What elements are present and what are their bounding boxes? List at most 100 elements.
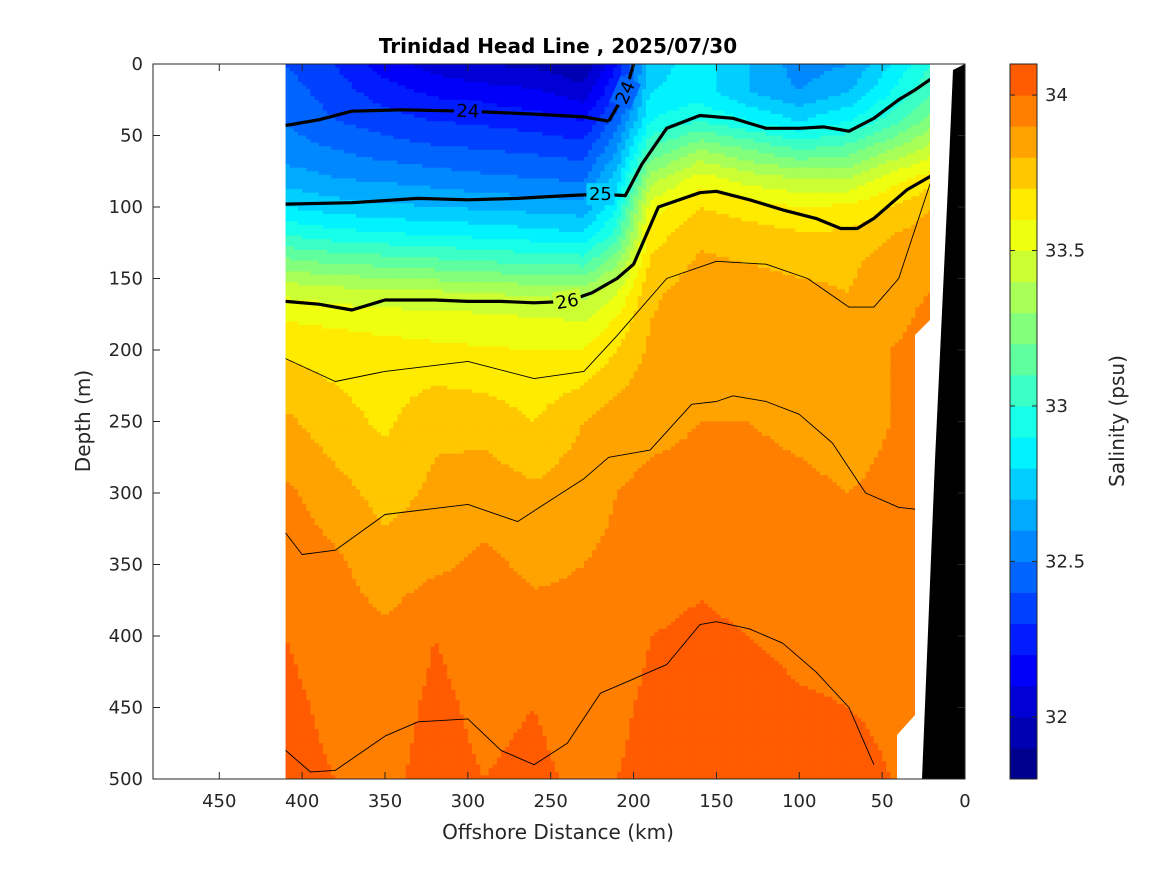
salinity-cell	[327, 82, 332, 86]
salinity-cell	[373, 68, 378, 72]
salinity-cell	[422, 85, 427, 89]
salinity-cell	[617, 150, 622, 154]
salinity-cell	[472, 164, 477, 168]
salinity-cell	[899, 64, 904, 68]
salinity-cell	[725, 82, 730, 86]
salinity-cell	[849, 150, 854, 154]
salinity-cell	[787, 175, 792, 179]
salinity-cell	[787, 136, 792, 140]
salinity-cell	[774, 136, 779, 140]
salinity-cell	[435, 125, 440, 129]
salinity-cell	[476, 168, 481, 172]
salinity-cell	[410, 136, 415, 140]
salinity-cell	[853, 132, 858, 136]
salinity-cell	[513, 107, 518, 111]
salinity-cell	[493, 125, 498, 129]
salinity-cell	[704, 103, 709, 107]
salinity-cell	[878, 132, 883, 136]
salinity-cell	[402, 157, 407, 161]
salinity-cell	[298, 136, 303, 140]
salinity-cell	[808, 143, 813, 147]
salinity-cell	[874, 139, 879, 143]
salinity-cell	[439, 103, 444, 107]
salinity-cell	[493, 93, 498, 97]
salinity-cell	[418, 164, 423, 168]
salinity-cell	[803, 114, 808, 118]
salinity-cell	[443, 100, 448, 104]
salinity-cell	[634, 146, 639, 150]
salinity-cell	[741, 110, 746, 114]
salinity-cell	[861, 82, 866, 86]
salinity-cell	[352, 139, 357, 143]
salinity-cell	[580, 78, 585, 82]
salinity-cell	[580, 161, 585, 165]
salinity-cell	[803, 82, 808, 86]
salinity-cell	[489, 146, 494, 150]
salinity-cell	[638, 114, 643, 118]
salinity-cell	[634, 107, 639, 111]
salinity-cell	[712, 100, 717, 104]
salinity-cell	[439, 89, 444, 93]
salinity-cell	[725, 64, 730, 68]
salinity-cell	[675, 157, 680, 161]
salinity-cell	[310, 157, 315, 161]
salinity-cell	[919, 164, 924, 168]
salinity-cell	[513, 139, 518, 143]
salinity-cell	[460, 139, 465, 143]
salinity-cell	[464, 139, 469, 143]
salinity-cell	[418, 93, 423, 97]
salinity-cell	[489, 121, 494, 125]
salinity-cell	[559, 125, 564, 129]
salinity-cell	[323, 68, 328, 72]
salinity-cell	[460, 146, 465, 150]
salinity-cell	[360, 136, 365, 140]
salinity-cell	[903, 171, 908, 175]
salinity-cell	[650, 157, 655, 161]
salinity-cell	[712, 164, 717, 168]
salinity-cell	[911, 164, 916, 168]
salinity-cell	[489, 78, 494, 82]
salinity-cell	[377, 164, 382, 168]
salinity-cell	[700, 82, 705, 86]
salinity-cell	[903, 110, 908, 114]
salinity-cell	[779, 171, 784, 175]
salinity-cell	[526, 82, 531, 86]
salinity-cell	[874, 168, 879, 172]
salinity-cell	[712, 171, 717, 175]
salinity-cell	[762, 136, 767, 140]
salinity-cell	[820, 132, 825, 136]
salinity-cell	[377, 85, 382, 89]
salinity-cell	[853, 103, 858, 107]
salinity-cell	[663, 96, 668, 100]
salinity-cell	[406, 71, 411, 75]
salinity-cell	[397, 157, 402, 161]
salinity-cell	[621, 150, 626, 154]
salinity-cell	[654, 175, 659, 179]
salinity-cell	[567, 132, 572, 136]
salinity-cell	[787, 150, 792, 154]
salinity-cell	[555, 82, 560, 86]
salinity-cell	[472, 71, 477, 75]
salinity-cell	[315, 128, 320, 132]
salinity-cell	[667, 157, 672, 161]
salinity-cell	[704, 100, 709, 104]
salinity-cell	[484, 175, 489, 179]
salinity-cell	[468, 171, 473, 175]
salinity-cell	[418, 121, 423, 125]
salinity-cell	[870, 68, 875, 72]
salinity-cell	[870, 175, 875, 179]
salinity-cell	[708, 161, 713, 165]
salinity-cell	[327, 157, 332, 161]
salinity-cell	[687, 157, 692, 161]
salinity-cell	[455, 82, 460, 86]
salinity-cell	[501, 93, 506, 97]
salinity-cell	[803, 164, 808, 168]
salinity-cell	[315, 103, 320, 107]
salinity-cell	[542, 85, 547, 89]
salinity-cell	[853, 161, 858, 165]
salinity-cell	[319, 71, 324, 75]
salinity-cell	[812, 153, 817, 157]
salinity-cell	[530, 168, 535, 172]
salinity-cell	[580, 75, 585, 79]
salinity-cell	[530, 143, 535, 147]
